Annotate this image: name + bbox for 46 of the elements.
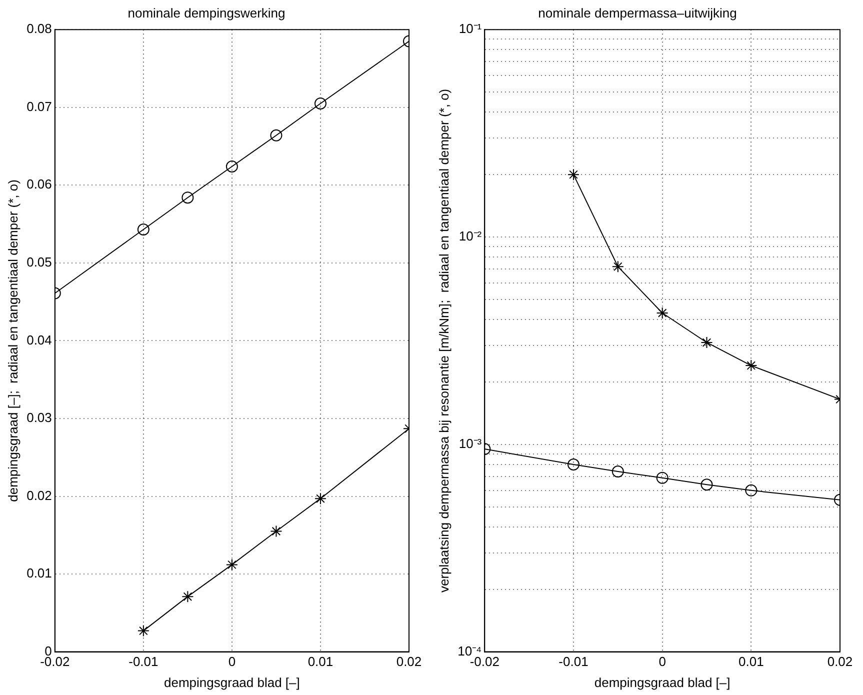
- point: [567, 168, 580, 181]
- x-axis-title: dempingsgraad blad [–]: [164, 674, 300, 690]
- point: [270, 525, 282, 538]
- x-tick-label: -0.01: [128, 654, 158, 670]
- point: [270, 129, 282, 142]
- chart-title: nominale dempingswerking: [128, 5, 286, 20]
- x-tick-label: 0.01: [738, 654, 764, 670]
- point: [700, 336, 713, 348]
- y-axis-title: verplaatsing dempermassa bij resonantie [m/kNm]; radiaal en tangentiaal demper (*, o): [436, 88, 452, 593]
- x-tick-label: 0.02: [827, 654, 853, 670]
- y-tick-label: 0.03: [26, 410, 52, 426]
- y-axis-title: dempingsgraad [–]; radiaal en tangentiaal demper (*, o): [5, 180, 20, 502]
- point: [745, 360, 758, 372]
- point: [182, 590, 194, 603]
- point: [137, 624, 150, 637]
- point: [314, 97, 326, 110]
- chart-title: nominale dempermassa–uitwijking: [538, 5, 737, 20]
- point: [612, 260, 624, 273]
- point: [656, 472, 668, 484]
- point: [745, 484, 758, 496]
- x-tick-label: 0.02: [396, 654, 422, 670]
- point: [226, 558, 238, 571]
- y-tick-label: 0: [44, 643, 52, 658]
- point: [137, 223, 150, 236]
- x-tick-label: 0.01: [308, 654, 334, 670]
- y-tick-label: 10⁻²: [458, 228, 482, 244]
- x-tick-label: 0: [228, 654, 236, 670]
- x-axis-title: dempingsgraad blad [–]: [594, 674, 730, 690]
- x-tick-label: 0: [658, 654, 666, 670]
- point: [314, 492, 326, 505]
- point: [567, 458, 580, 470]
- y-tick-label: 0.02: [26, 488, 52, 503]
- y-tick-label: 0.07: [26, 98, 52, 114]
- point: [656, 307, 668, 320]
- y-tick-label: 10⁻³: [458, 436, 482, 451]
- y-tick-label: 0.05: [26, 254, 52, 270]
- point: [612, 466, 624, 478]
- y-tick-label: 0.06: [26, 176, 52, 192]
- y-tick-label: 0.04: [26, 332, 52, 348]
- y-tick-label: 0.01: [26, 566, 52, 581]
- y-tick-label: 0.08: [26, 21, 52, 36]
- y-tick-label: 10⁻¹: [458, 21, 482, 36]
- point: [226, 160, 238, 172]
- point: [182, 192, 194, 204]
- point: [700, 478, 713, 491]
- x-tick-label: -0.01: [558, 654, 588, 670]
